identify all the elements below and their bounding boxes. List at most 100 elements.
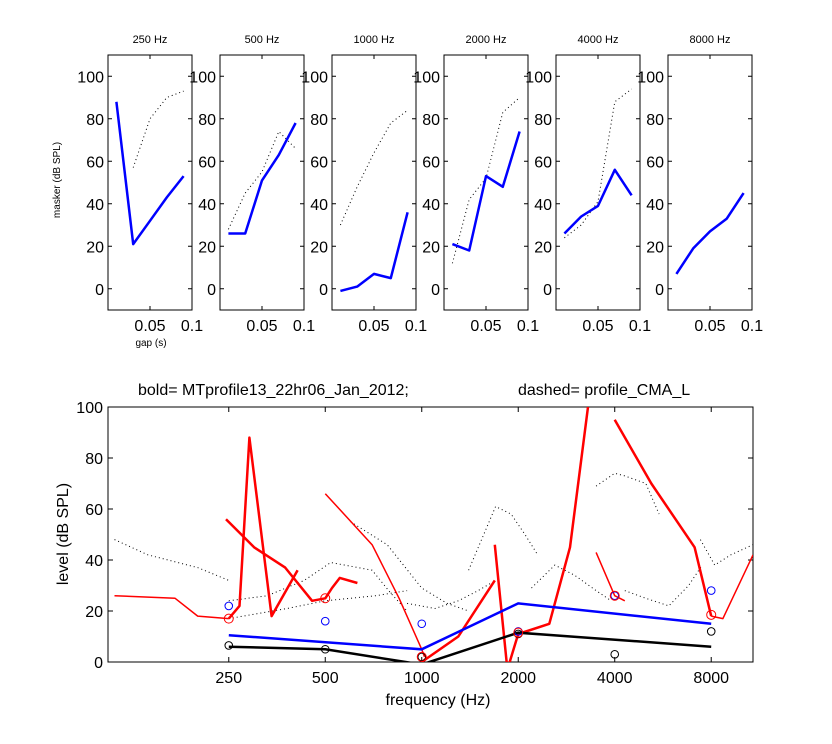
- xtick-label: 4000: [597, 670, 633, 687]
- xtick-label: 0.05: [134, 318, 165, 335]
- panel-frame: [443, 54, 529, 311]
- xtick-label: 0.05: [246, 318, 277, 335]
- black-circle-marker: [513, 629, 523, 639]
- black-circle-marker: [224, 641, 234, 650]
- dotted-segment: [699, 539, 753, 566]
- xtick-label: 0.1: [741, 318, 763, 335]
- panel-title: 2000 Hz: [466, 34, 507, 46]
- bold-series: [340, 211, 409, 293]
- profile-ylabel: level (dB SPL): [55, 483, 72, 585]
- red-circle-marker: [706, 609, 717, 620]
- blue-circle-marker: [224, 601, 234, 611]
- xtick-label: 0.1: [629, 318, 651, 335]
- ytick-label: 20: [310, 239, 328, 256]
- black-circle-marker: [417, 652, 427, 662]
- dotted-series: [339, 109, 408, 226]
- dotted-segment: [407, 579, 496, 610]
- small-multiples-ylabel: masker (dB SPL): [52, 142, 63, 218]
- bold-series: [675, 192, 745, 275]
- ytick-label: 60: [85, 502, 103, 519]
- blue-circle-marker: [513, 627, 523, 636]
- ytick-label: 80: [198, 112, 216, 129]
- small-multiples-xlabel: gap (s): [135, 338, 166, 349]
- xtick-label: 2000: [500, 670, 536, 687]
- ytick-label: 100: [413, 69, 440, 86]
- red-thick-segment: [420, 579, 496, 662]
- ytick-label: 0: [655, 282, 664, 299]
- panel-frame: [555, 54, 641, 311]
- ytick-label: 20: [198, 239, 216, 256]
- panel-title: 1000 Hz: [354, 34, 395, 46]
- panel-title: 250 Hz: [133, 34, 168, 46]
- xtick-label: 8000: [693, 670, 729, 687]
- red-circle-marker: [513, 627, 524, 638]
- ytick-label: 20: [86, 239, 104, 256]
- ytick-label: 40: [310, 197, 328, 214]
- ytick-label: 80: [86, 112, 104, 129]
- red-circle-marker: [223, 613, 234, 624]
- panel-0: 250 Hz 0 20 40 60 80 100 0.05 0.1: [77, 34, 203, 335]
- ytick-label: 100: [525, 69, 552, 86]
- red-circle-marker: [416, 651, 427, 662]
- panel-title: 500 Hz: [245, 34, 280, 46]
- ytick-label: 100: [637, 69, 664, 86]
- blue-circle-marker: [610, 591, 620, 601]
- dotted-segment: [350, 521, 469, 612]
- blue-circle-marker: [417, 619, 427, 629]
- red-thin-segment: [595, 552, 626, 602]
- ytick-label: 60: [422, 154, 440, 171]
- ytick-label: 60: [198, 154, 216, 171]
- xtick-label: 0.1: [517, 318, 539, 335]
- bold-series: [115, 101, 185, 246]
- ytick-label: 40: [86, 197, 104, 214]
- ytick-label: 40: [646, 197, 664, 214]
- ytick-label: 60: [646, 154, 664, 171]
- xtick-label: 0.05: [358, 318, 389, 335]
- ytick-label: 100: [189, 69, 216, 86]
- ytick-label: 20: [646, 239, 664, 256]
- ytick-label: 80: [646, 112, 664, 129]
- red-thick-segment: [227, 436, 299, 620]
- ytick-label: 100: [301, 69, 328, 86]
- ytick-label: 0: [431, 282, 440, 299]
- panel-title: 4000 Hz: [578, 34, 619, 46]
- ytick-label: 0: [94, 655, 103, 672]
- red-thin-segment: [324, 493, 426, 658]
- panel-frame: [667, 54, 753, 311]
- red-circle-marker: [609, 590, 620, 601]
- ytick-label: 100: [77, 69, 104, 86]
- xtick-label: 500: [312, 670, 339, 687]
- xtick-label: 1000: [404, 670, 440, 687]
- blue-circle-marker: [320, 616, 330, 626]
- panel-2: 1000 Hz 0 20 40 60 80 100 0.05 0.1: [301, 34, 427, 335]
- profile-chart: 0 20 40 60 80 100 250 500 1000 2000 4000 8000: [76, 400, 754, 687]
- profile-xlabel: frequency (Hz): [386, 692, 491, 709]
- ytick-label: 0: [95, 282, 104, 299]
- ytick-label: 40: [85, 553, 103, 570]
- small-multiples-group: 250 Hz 0 20 40 60 80 100 0.05 0.1 500 Hz 0 20 40 60 80…: [77, 34, 763, 335]
- red-thick-segment: [493, 544, 520, 662]
- xtick-label: 0.1: [181, 318, 203, 335]
- red-circle-marker: [320, 593, 331, 604]
- xtick-label: 0.1: [405, 318, 427, 335]
- panel-title: 8000 Hz: [690, 34, 731, 46]
- xtick-label: 0.1: [293, 318, 315, 335]
- ytick-label: 60: [86, 154, 104, 171]
- ytick-label: 80: [85, 451, 103, 468]
- ytick-label: 60: [534, 154, 552, 171]
- ytick-label: 80: [422, 112, 440, 129]
- profile-frame: [107, 406, 754, 663]
- blue-circle-marker: [706, 586, 716, 595]
- ytick-label: 0: [207, 282, 216, 299]
- dotted-segment: [114, 539, 229, 581]
- red-thick-segment: [517, 407, 590, 636]
- xtick-label: 250: [215, 670, 242, 687]
- black-circle-marker: [320, 644, 330, 654]
- profile-title-right: dashed= profile_CMA_L: [518, 382, 690, 399]
- profile-title-left: bold= MTprofile13_22hr06_Jan_2012;: [138, 382, 409, 399]
- ytick-label: 0: [319, 282, 328, 299]
- red-thick-segment: [225, 518, 358, 603]
- black-line: [228, 631, 712, 662]
- xtick-label: 0.05: [470, 318, 501, 335]
